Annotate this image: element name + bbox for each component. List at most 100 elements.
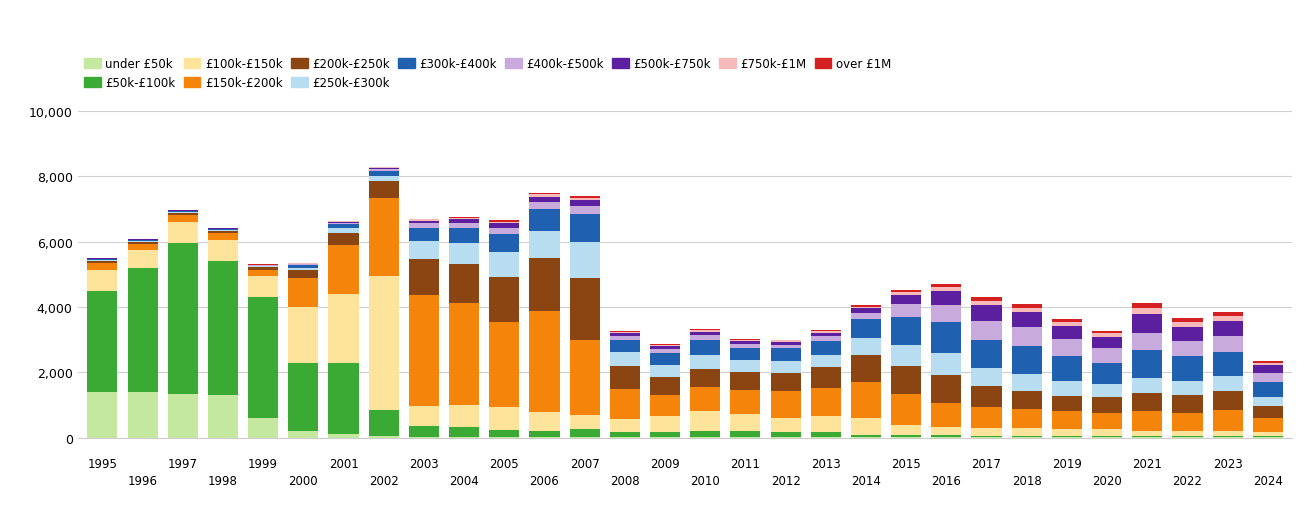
- Bar: [1172, 395, 1202, 413]
- Bar: [408, 220, 438, 221]
- Bar: [932, 292, 962, 305]
- Text: 2024: 2024: [1253, 474, 1283, 487]
- Bar: [690, 330, 720, 331]
- Text: 2007: 2007: [570, 457, 599, 470]
- Text: 2020: 2020: [1092, 474, 1122, 487]
- Bar: [932, 284, 962, 287]
- Bar: [1212, 317, 1242, 321]
- Bar: [1011, 346, 1041, 374]
- Bar: [408, 426, 438, 437]
- Bar: [1092, 384, 1122, 398]
- Bar: [368, 170, 399, 172]
- Bar: [288, 268, 318, 271]
- Bar: [1052, 322, 1082, 326]
- Bar: [810, 333, 840, 337]
- Bar: [891, 293, 921, 296]
- Bar: [891, 305, 921, 317]
- Bar: [1212, 313, 1242, 317]
- Text: 2000: 2000: [288, 474, 318, 487]
- Bar: [609, 433, 639, 437]
- Bar: [1172, 436, 1202, 437]
- Bar: [1212, 337, 1242, 352]
- Bar: [128, 392, 158, 438]
- Bar: [368, 172, 399, 176]
- Bar: [489, 407, 519, 430]
- Bar: [449, 265, 479, 304]
- Bar: [731, 360, 761, 372]
- Bar: [489, 222, 519, 224]
- Bar: [329, 233, 359, 245]
- Bar: [770, 341, 801, 342]
- Bar: [650, 350, 680, 353]
- Bar: [248, 268, 278, 270]
- Bar: [207, 230, 238, 231]
- Bar: [288, 271, 318, 278]
- Text: 2010: 2010: [690, 474, 720, 487]
- Bar: [851, 314, 881, 320]
- Text: 1997: 1997: [168, 457, 198, 470]
- Bar: [128, 250, 158, 268]
- Bar: [932, 305, 962, 322]
- Bar: [609, 419, 639, 433]
- Bar: [368, 167, 399, 168]
- Bar: [569, 341, 600, 415]
- Bar: [1011, 409, 1041, 429]
- Bar: [489, 229, 519, 235]
- Bar: [128, 241, 158, 242]
- Bar: [1253, 433, 1283, 436]
- Bar: [971, 301, 1002, 306]
- Bar: [1212, 321, 1242, 337]
- Bar: [530, 193, 560, 195]
- Bar: [971, 368, 1002, 386]
- Bar: [851, 309, 881, 314]
- Bar: [530, 311, 560, 412]
- Bar: [87, 261, 117, 264]
- Bar: [932, 354, 962, 375]
- Text: 2011: 2011: [731, 457, 761, 470]
- Bar: [650, 433, 680, 437]
- Bar: [690, 331, 720, 332]
- Bar: [288, 264, 318, 265]
- Bar: [1133, 303, 1163, 308]
- Bar: [288, 307, 318, 363]
- Text: 2005: 2005: [489, 457, 519, 470]
- Bar: [1052, 381, 1082, 396]
- Bar: [609, 333, 639, 336]
- Bar: [168, 394, 198, 438]
- Bar: [690, 332, 720, 336]
- Text: 2015: 2015: [891, 457, 921, 470]
- Bar: [248, 418, 278, 438]
- Bar: [770, 433, 801, 437]
- Bar: [609, 366, 639, 389]
- Bar: [168, 216, 198, 223]
- Bar: [1011, 391, 1041, 409]
- Bar: [329, 225, 359, 229]
- Bar: [731, 340, 761, 342]
- Bar: [1172, 342, 1202, 357]
- Bar: [408, 219, 438, 220]
- Bar: [408, 242, 438, 260]
- Bar: [288, 278, 318, 307]
- Bar: [368, 168, 399, 170]
- Bar: [1052, 357, 1082, 381]
- Bar: [1011, 304, 1041, 308]
- Text: 1999: 1999: [248, 457, 278, 470]
- Bar: [851, 307, 881, 309]
- Bar: [971, 407, 1002, 429]
- Bar: [449, 405, 479, 428]
- Bar: [971, 340, 1002, 368]
- Bar: [1212, 410, 1242, 431]
- Bar: [207, 231, 238, 234]
- Bar: [932, 322, 962, 354]
- Bar: [731, 390, 761, 415]
- Bar: [1253, 361, 1283, 363]
- Bar: [770, 361, 801, 373]
- Bar: [690, 341, 720, 355]
- Bar: [449, 223, 479, 229]
- Bar: [368, 176, 399, 182]
- Bar: [932, 436, 962, 437]
- Bar: [690, 336, 720, 341]
- Bar: [1092, 398, 1122, 413]
- Bar: [449, 229, 479, 244]
- Text: 2012: 2012: [771, 474, 800, 487]
